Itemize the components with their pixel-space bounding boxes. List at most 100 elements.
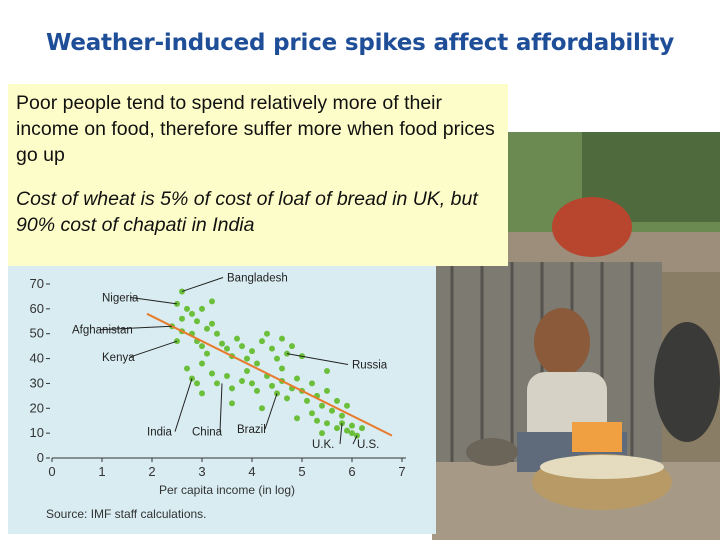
data-point (279, 365, 285, 372)
data-point (244, 368, 250, 374)
data-point (324, 420, 330, 427)
y-tick-label: 10 (30, 425, 44, 440)
data-point (214, 380, 220, 387)
data-point (184, 365, 190, 372)
data-point (349, 430, 355, 437)
x-axis-label: Per capita income (in log) (159, 483, 295, 497)
data-point (309, 380, 315, 387)
y-tick-label: 0 (37, 450, 44, 465)
price-income-scatter-chart: 0 1 2 3 4 5 6 7 0 10 20 30 40 50 60 70 Per capita income… (8, 262, 436, 534)
annotation-arrow (352, 435, 358, 445)
country-label: China (192, 427, 223, 439)
data-point (219, 340, 225, 347)
data-point (194, 318, 200, 325)
explanation-textbox: Poor people tend to spend relatively mor… (8, 84, 508, 266)
data-point (249, 348, 255, 355)
x-tick-label: 3 (198, 464, 205, 479)
x-tick-label: 0 (48, 464, 55, 479)
slide-title: Weather-induced price spikes affect affo… (45, 30, 674, 56)
data-point (234, 335, 240, 342)
data-point (189, 310, 195, 317)
y-tick-label: 60 (30, 301, 44, 316)
data-point (194, 380, 200, 387)
annotation-arrow (181, 277, 224, 292)
data-point (284, 395, 290, 402)
annotation-arrow (264, 393, 278, 430)
man-with-food-photo (432, 132, 720, 540)
y-tick-label: 20 (30, 400, 44, 415)
data-point (224, 345, 230, 352)
x-tick-label: 7 (398, 464, 405, 479)
data-point (199, 390, 205, 397)
data-point (269, 345, 275, 352)
data-point (179, 315, 185, 322)
data-point (334, 425, 340, 432)
country-label: Kenya (102, 352, 135, 364)
x-tick-label: 4 (248, 464, 255, 479)
y-tick-label: 50 (30, 326, 44, 341)
paragraph-spending-share: Poor people tend to spend relatively mor… (16, 92, 495, 166)
x-tick-label: 2 (148, 464, 155, 479)
country-label: U.K. (312, 439, 334, 451)
data-point (329, 407, 335, 414)
data-point (339, 412, 345, 419)
annotation-arrow (339, 423, 343, 445)
data-point (259, 405, 265, 412)
data-point (359, 425, 365, 432)
country-label: Brazil (237, 424, 266, 436)
annotation-arrow (174, 378, 193, 432)
data-point (274, 355, 280, 362)
annotation-arrow (219, 383, 223, 432)
y-tick-label: 70 (30, 276, 44, 291)
data-point (324, 368, 330, 374)
annotation-arrow (99, 325, 173, 331)
data-point (309, 410, 315, 417)
data-point (254, 387, 260, 394)
country-label: Afghanistan (72, 325, 133, 337)
data-point (239, 377, 245, 384)
data-point (289, 343, 295, 350)
annotation-arrow (129, 340, 178, 358)
x-tick-label: 1 (98, 464, 105, 479)
data-point (304, 397, 310, 404)
chart-source-note: Source: IMF staff calculations. (46, 507, 207, 521)
x-tick-label: 5 (298, 464, 305, 479)
country-label: Nigeria (102, 292, 139, 304)
x-tick-label: 6 (348, 464, 355, 479)
data-point (269, 382, 275, 389)
country-label: U.S. (357, 439, 379, 451)
annotation-arrow (129, 296, 178, 305)
data-point (254, 360, 260, 367)
data-point (209, 320, 215, 327)
country-label: Bangladesh (227, 273, 288, 285)
data-point (344, 427, 350, 434)
data-point (334, 397, 340, 404)
data-point (224, 372, 230, 379)
data-point (209, 370, 215, 377)
data-point (319, 402, 325, 409)
data-point (209, 298, 215, 305)
data-point (199, 305, 205, 312)
data-point (249, 380, 255, 387)
trend-line (146, 312, 393, 437)
data-point (319, 430, 325, 437)
data-point (174, 338, 180, 345)
data-point (199, 360, 205, 367)
data-point (294, 415, 300, 422)
y-tick-label: 30 (30, 375, 44, 390)
data-point (179, 288, 185, 295)
data-point (259, 338, 265, 345)
data-point (264, 330, 270, 337)
data-point (184, 305, 190, 312)
data-point (294, 375, 300, 382)
data-point (314, 417, 320, 424)
data-point (244, 355, 250, 362)
y-tick-label: 40 (30, 351, 44, 366)
data-point (229, 400, 235, 407)
data-point (204, 325, 210, 332)
data-point (239, 343, 245, 350)
data-point (199, 343, 205, 350)
data-point (344, 402, 350, 409)
annotation-arrow (286, 353, 349, 366)
